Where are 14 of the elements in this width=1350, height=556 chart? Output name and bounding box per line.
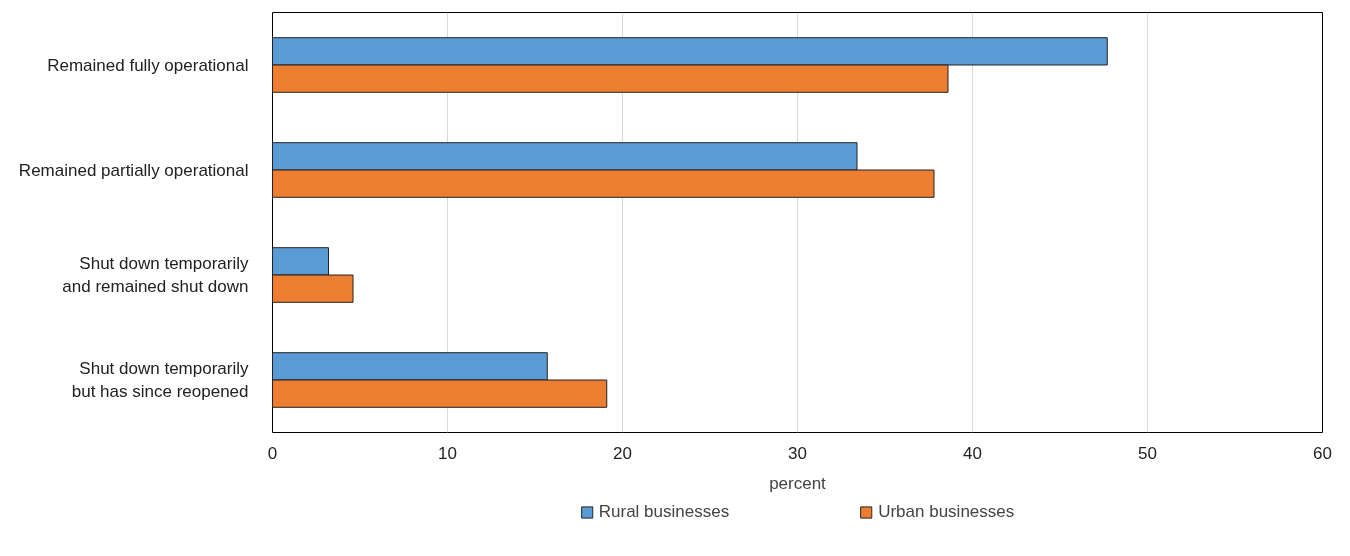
y-tick-label: Shut down temporarily but has since reopened — [71, 359, 249, 401]
x-tick-label: 60 — [1313, 443, 1332, 463]
x-tick-label: 0 — [267, 443, 278, 463]
x-tick-label: 50 — [1138, 443, 1157, 463]
legend-label: Urban businesses — [878, 502, 1015, 522]
x-tick-label: 10 — [438, 443, 457, 463]
y-tick-label: Shut down temporarily and remained shut down — [62, 254, 249, 296]
y-tick-label: Remained partially operational — [18, 160, 249, 180]
legend-label: Rural businesses — [598, 502, 730, 522]
y-tick-label: Remained fully operational — [47, 55, 249, 75]
x-tick-label: 20 — [613, 443, 632, 463]
x-axis-title: percent — [769, 473, 827, 493]
x-tick-label: 30 — [788, 443, 807, 463]
x-tick-label: 40 — [963, 443, 982, 463]
